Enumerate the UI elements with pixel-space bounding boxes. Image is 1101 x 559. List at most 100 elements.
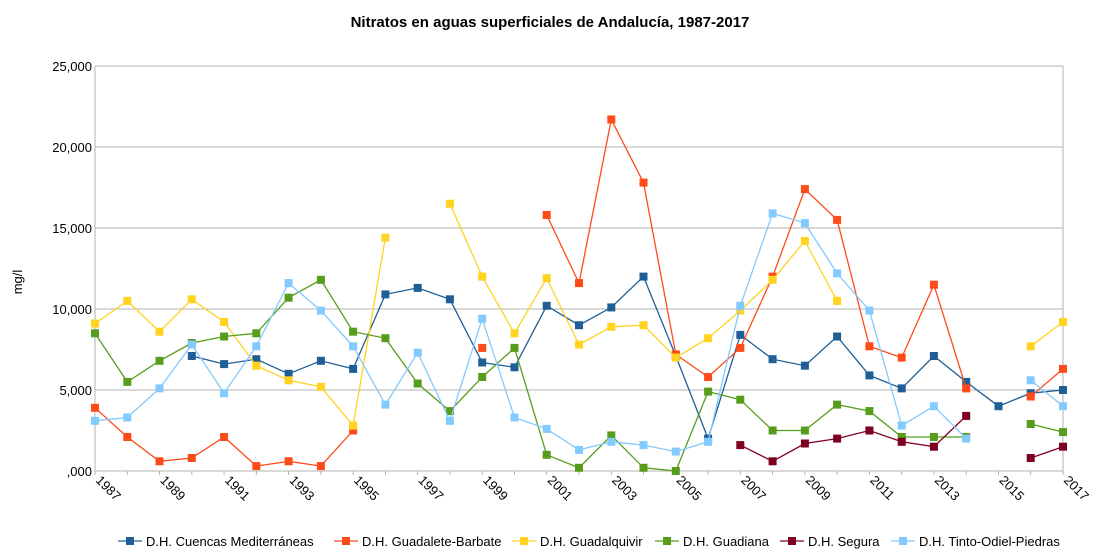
data-point — [768, 209, 777, 218]
legend-label: D.H. Guadalquivir — [540, 534, 643, 549]
data-point — [607, 303, 616, 312]
data-point — [316, 382, 325, 391]
data-point — [962, 411, 971, 420]
data-point — [897, 353, 906, 362]
data-point — [607, 431, 616, 440]
data-point — [800, 439, 809, 448]
data-point — [445, 407, 454, 416]
data-point — [800, 237, 809, 245]
data-point — [478, 373, 487, 381]
data-point — [768, 457, 777, 466]
data-point — [413, 283, 422, 292]
data-point — [349, 426, 358, 435]
data-point — [800, 219, 809, 228]
data-point — [510, 363, 519, 372]
data-point — [381, 290, 390, 299]
data-point — [800, 185, 809, 194]
data-point — [736, 395, 745, 404]
data-point — [1026, 342, 1035, 351]
legend-item: D.H. Guadalete-Barbate — [334, 534, 501, 549]
data-point — [123, 296, 132, 305]
series-line — [1030, 321, 1064, 347]
data-point — [542, 211, 551, 219]
data-point — [413, 348, 422, 357]
data-point — [897, 384, 906, 393]
x-tick-label: 1993 — [286, 473, 317, 504]
y-tick-label: ,000 — [67, 464, 92, 479]
data-point — [994, 402, 1003, 411]
data-point — [607, 437, 616, 446]
data-point — [542, 450, 551, 459]
data-point — [865, 407, 874, 416]
x-tick-label: 2017 — [1061, 473, 1092, 504]
data-point — [187, 340, 196, 349]
x-tick-label: 1999 — [480, 473, 511, 504]
data-point — [865, 306, 874, 315]
data-point — [833, 400, 842, 409]
data-point — [316, 462, 325, 471]
data-point — [381, 400, 390, 409]
data-point — [445, 416, 454, 425]
data-point — [768, 355, 777, 364]
data-point — [736, 441, 745, 450]
data-point — [865, 426, 874, 435]
data-point — [91, 403, 99, 412]
data-point — [865, 342, 874, 351]
data-point — [155, 457, 164, 466]
data-point — [284, 279, 293, 288]
data-point — [607, 115, 616, 124]
data-point — [1059, 402, 1067, 411]
data-point — [704, 437, 713, 446]
data-point — [575, 445, 583, 454]
data-point — [897, 421, 906, 430]
data-point — [316, 306, 325, 315]
series-line — [1030, 423, 1064, 433]
data-point — [316, 356, 325, 365]
data-point — [91, 416, 99, 425]
series-line — [740, 415, 967, 463]
data-point — [929, 442, 938, 451]
data-point — [510, 329, 519, 338]
data-point — [220, 318, 229, 326]
data-point — [155, 327, 164, 336]
y-tick-label: 25,000 — [52, 59, 92, 74]
data-point — [865, 371, 874, 380]
data-point — [220, 332, 229, 341]
legend-item: D.H. Segura — [780, 534, 880, 549]
data-point — [1026, 420, 1035, 428]
series-line — [191, 275, 1064, 441]
data-point — [478, 343, 487, 352]
legend: D.H. Cuencas Mediterráneas D.H. Guadalete… — [118, 534, 1060, 549]
data-point — [1059, 318, 1067, 326]
x-tick-label: 1997 — [416, 473, 447, 504]
x-tick-label: 1989 — [157, 473, 188, 504]
data-point — [704, 373, 713, 381]
data-point — [1059, 364, 1067, 373]
y-tick-label: 15,000 — [52, 221, 92, 236]
x-tick-label: 2015 — [996, 473, 1027, 504]
data-point — [220, 389, 229, 398]
data-point — [929, 352, 938, 360]
data-point — [284, 369, 293, 378]
x-tick-label: 2001 — [545, 473, 576, 504]
data-point — [833, 296, 842, 305]
data-point — [897, 437, 906, 446]
series-1 — [187, 272, 1067, 443]
legend-marker — [788, 537, 796, 545]
data-point — [413, 379, 422, 388]
legend-item: D.H. Tinto-Odiel-Piedras — [891, 534, 1060, 549]
x-tick-label: 2011 — [867, 473, 897, 503]
data-point — [833, 269, 842, 278]
data-point — [962, 377, 971, 386]
x-tick-label: 2009 — [803, 473, 834, 504]
series-line — [94, 278, 967, 472]
data-point — [349, 364, 358, 373]
legend-marker — [663, 537, 671, 545]
y-axis-label: mg/l — [10, 270, 25, 295]
grid-lines — [94, 65, 1064, 472]
y-axis-ticks: ,000 5,000 10,000 15,000 20,000 25,000 — [52, 59, 92, 479]
x-tick-label: 2003 — [609, 473, 640, 504]
data-point — [671, 353, 680, 362]
legend-marker — [899, 537, 907, 545]
